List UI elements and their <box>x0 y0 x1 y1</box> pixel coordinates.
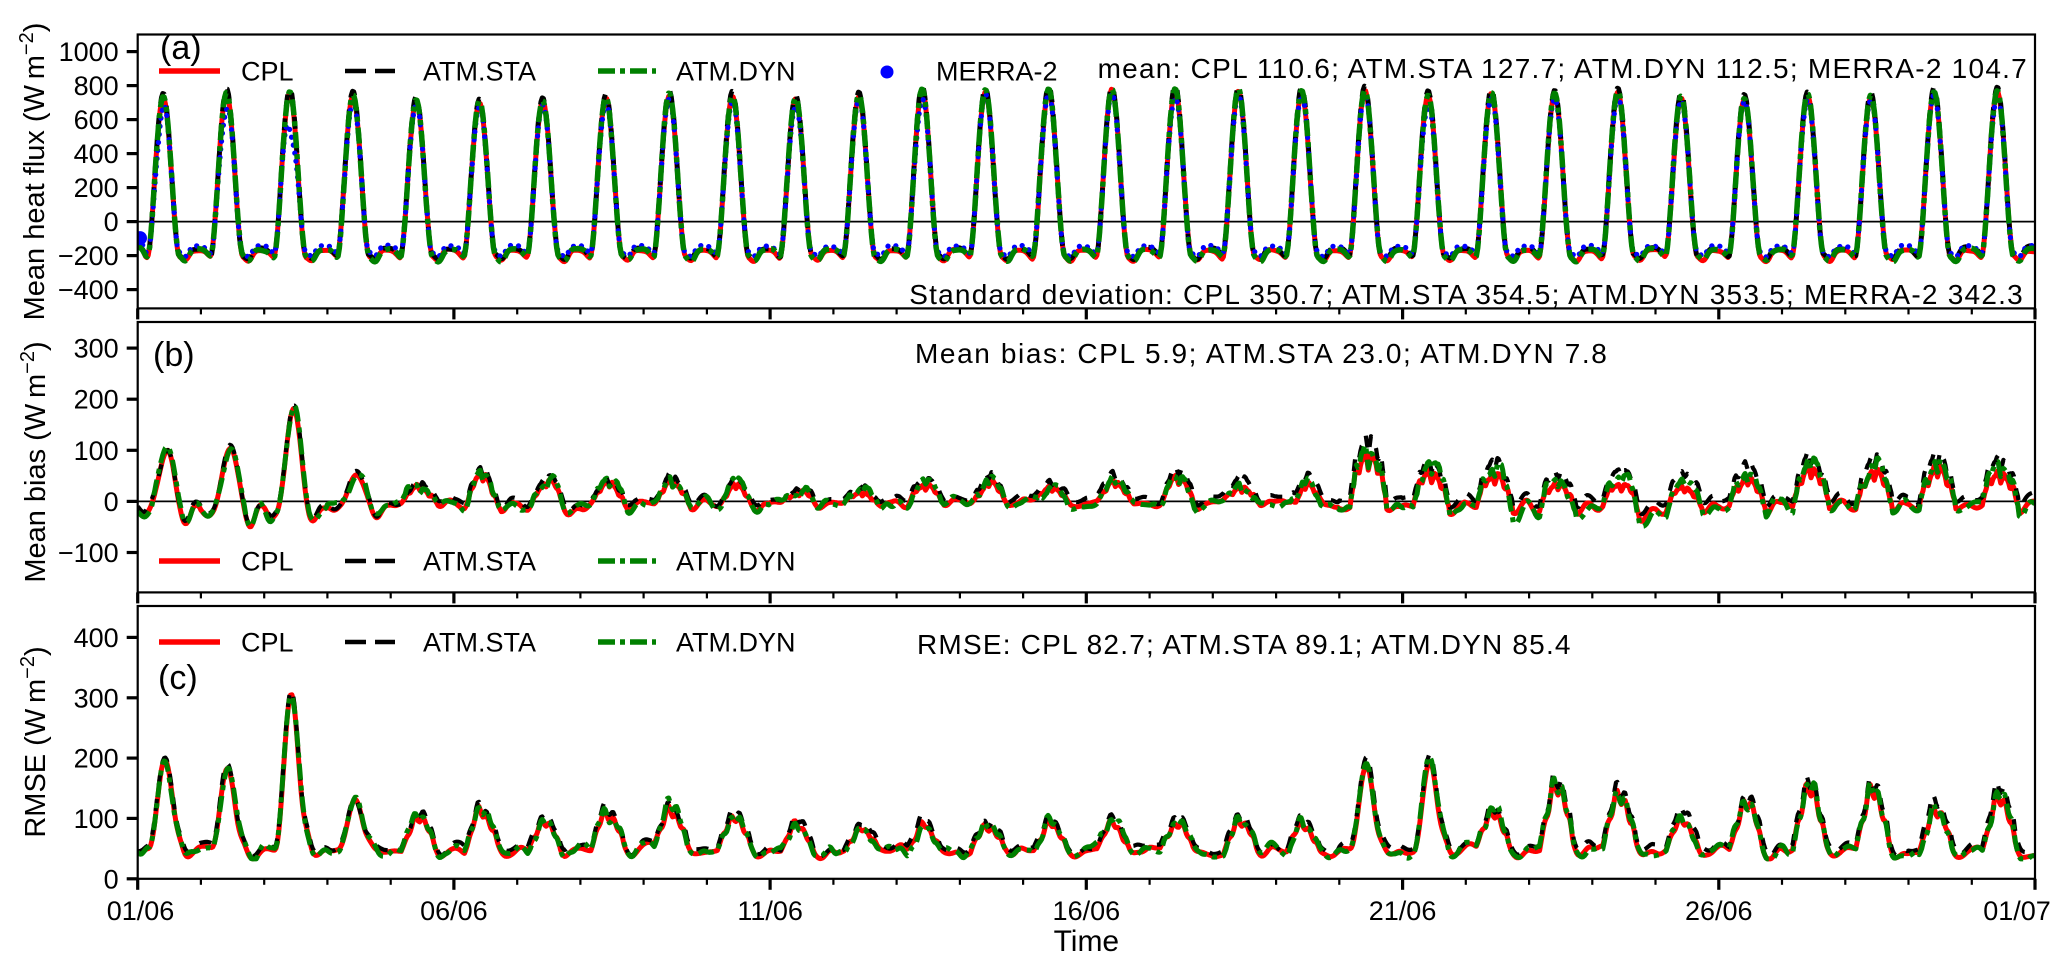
svg-text:21/06: 21/06 <box>1369 896 1437 926</box>
svg-text:100: 100 <box>74 436 119 466</box>
svg-text:16/06: 16/06 <box>1053 896 1121 926</box>
svg-text:0: 0 <box>104 207 119 237</box>
svg-text:Standard deviation: CPL 350.7;: Standard deviation: CPL 350.7; ATM.STA 3… <box>909 279 2024 310</box>
svg-text:(c): (c) <box>158 659 198 697</box>
svg-text:100: 100 <box>74 804 119 834</box>
svg-text:06/06: 06/06 <box>420 896 488 926</box>
svg-text:CPL: CPL <box>241 628 294 658</box>
svg-text:01/07: 01/07 <box>1983 896 2051 926</box>
svg-text:1000: 1000 <box>59 37 119 67</box>
svg-text:400: 400 <box>74 623 119 653</box>
svg-text:01/06: 01/06 <box>107 896 175 926</box>
svg-text:mean: CPL 110.6; ATM.STA 127.7: mean: CPL 110.6; ATM.STA 127.7; ATM.DYN … <box>1098 53 2028 84</box>
svg-text:26/06: 26/06 <box>1685 896 1753 926</box>
svg-text:Time: Time <box>1054 925 1120 958</box>
svg-text:MERRA-2: MERRA-2 <box>936 57 1058 87</box>
svg-text:RMSE: CPL 82.7; ATM.STA 89.1;: RMSE: CPL 82.7; ATM.STA 89.1; ATM.DYN 85… <box>917 629 1572 660</box>
svg-text:800: 800 <box>74 71 119 101</box>
svg-text:−200: −200 <box>58 241 119 271</box>
svg-text:0: 0 <box>104 487 119 517</box>
svg-text:600: 600 <box>74 105 119 135</box>
svg-text:Mean bias: CPL 5.9; ATM.STA 23: Mean bias: CPL 5.9; ATM.STA 23.0; ATM.DY… <box>915 338 1608 369</box>
svg-text:(b): (b) <box>153 336 195 374</box>
svg-text:Mean bias (W m−2): Mean bias (W m−2) <box>17 341 52 582</box>
svg-text:200: 200 <box>74 173 119 203</box>
svg-text:−100: −100 <box>58 538 119 568</box>
svg-text:300: 300 <box>74 683 119 713</box>
svg-text:ATM.STA: ATM.STA <box>423 57 536 87</box>
svg-text:(a): (a) <box>160 29 202 67</box>
svg-text:11/06: 11/06 <box>737 896 803 926</box>
svg-text:−400: −400 <box>58 275 119 305</box>
svg-text:CPL: CPL <box>241 57 294 87</box>
svg-text:300: 300 <box>74 334 119 364</box>
svg-text:ATM.DYN: ATM.DYN <box>676 628 796 658</box>
svg-text:ATM.STA: ATM.STA <box>423 547 536 577</box>
svg-text:400: 400 <box>74 139 119 169</box>
svg-text:200: 200 <box>74 744 119 774</box>
svg-text:ATM.DYN: ATM.DYN <box>676 547 796 577</box>
svg-text:ATM.STA: ATM.STA <box>423 628 536 658</box>
svg-text:CPL: CPL <box>241 547 294 577</box>
svg-text:0: 0 <box>104 864 119 894</box>
svg-text:200: 200 <box>74 385 119 415</box>
svg-text:ATM.DYN: ATM.DYN <box>676 57 796 87</box>
svg-text:Mean heat flux (W m−2): Mean heat flux (W m−2) <box>16 23 51 321</box>
